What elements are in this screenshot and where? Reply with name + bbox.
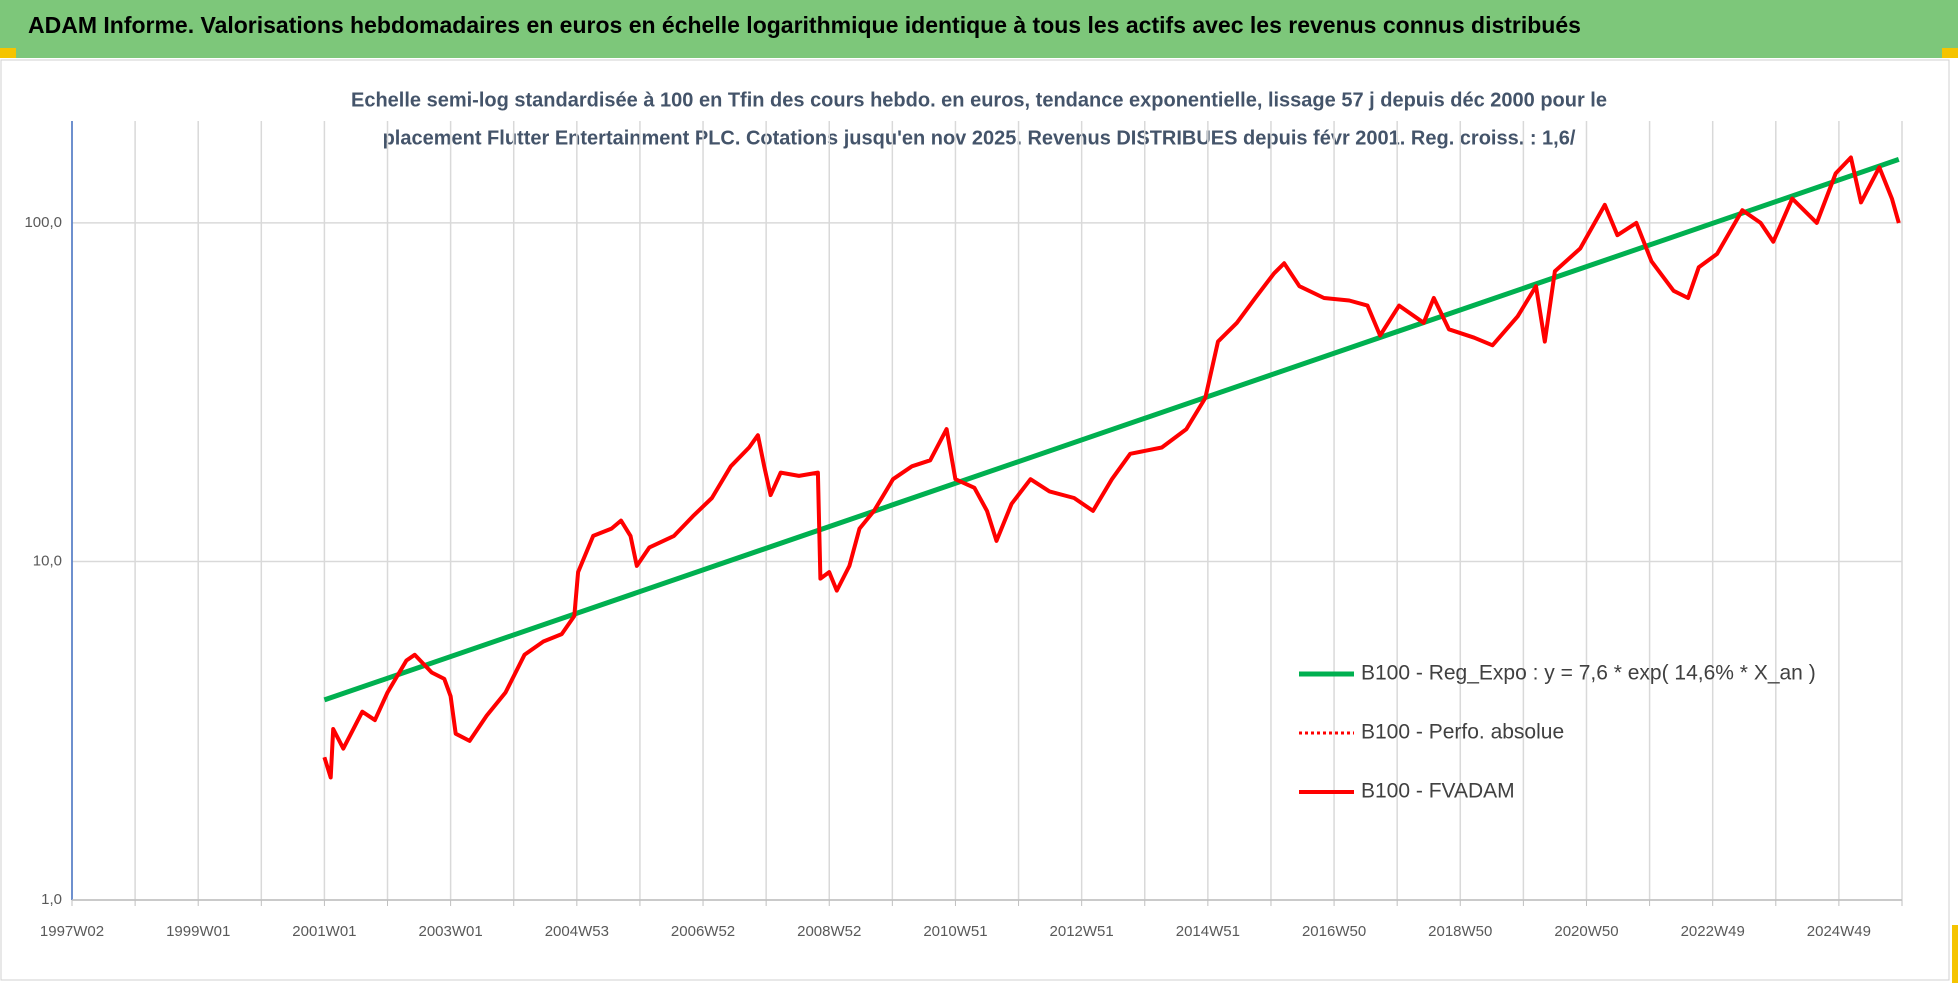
series-line: [322, 155, 1901, 780]
chart-border: [0, 59, 1950, 981]
x-tick-label: 2024W49: [1807, 923, 1871, 940]
legend-label: B100 - Reg_Expo : y = 7,6 * exp( 14,6% *…: [1361, 662, 1816, 685]
corner-mark: [0, 48, 16, 58]
corner-mark: [1952, 925, 1958, 983]
x-tick-label: 2001W01: [292, 923, 356, 940]
legend-label: B100 - Perfo. absolue: [1361, 721, 1564, 744]
x-tick-label: 1999W01: [166, 923, 230, 940]
x-tick-label: 2022W49: [1681, 923, 1745, 940]
chart-subtitle: placement Flutter Entertainment PLC. Cot…: [383, 127, 1576, 149]
y-tick-label: 1,0: [41, 891, 62, 908]
x-tick-label: 2012W51: [1050, 923, 1114, 940]
page-title: ADAM Informe. Valorisations hebdomadaire…: [28, 12, 1581, 38]
series-line: [323, 157, 1900, 703]
corner-mark: [1942, 48, 1958, 58]
x-tick-label: 2014W51: [1176, 923, 1240, 940]
chart-subtitle: Echelle semi-log standardisée à 100 en T…: [351, 89, 1607, 111]
x-tick-label: 2008W52: [797, 923, 861, 940]
y-tick-label: 10,0: [33, 552, 62, 569]
x-tick-label: 2016W50: [1302, 923, 1366, 940]
x-tick-label: 2006W52: [671, 923, 735, 940]
x-tick-label: 2020W50: [1554, 923, 1618, 940]
header-bar: [0, 0, 1958, 58]
x-tick-label: 2018W50: [1428, 923, 1492, 940]
x-tick-label: 1997W02: [40, 923, 104, 940]
legend-label: B100 - FVADAM: [1361, 780, 1515, 803]
x-tick-label: 2003W01: [419, 923, 483, 940]
x-tick-label: 2010W51: [923, 923, 987, 940]
x-tick-label: 2004W53: [545, 923, 609, 940]
y-tick-label: 100,0: [24, 214, 62, 231]
